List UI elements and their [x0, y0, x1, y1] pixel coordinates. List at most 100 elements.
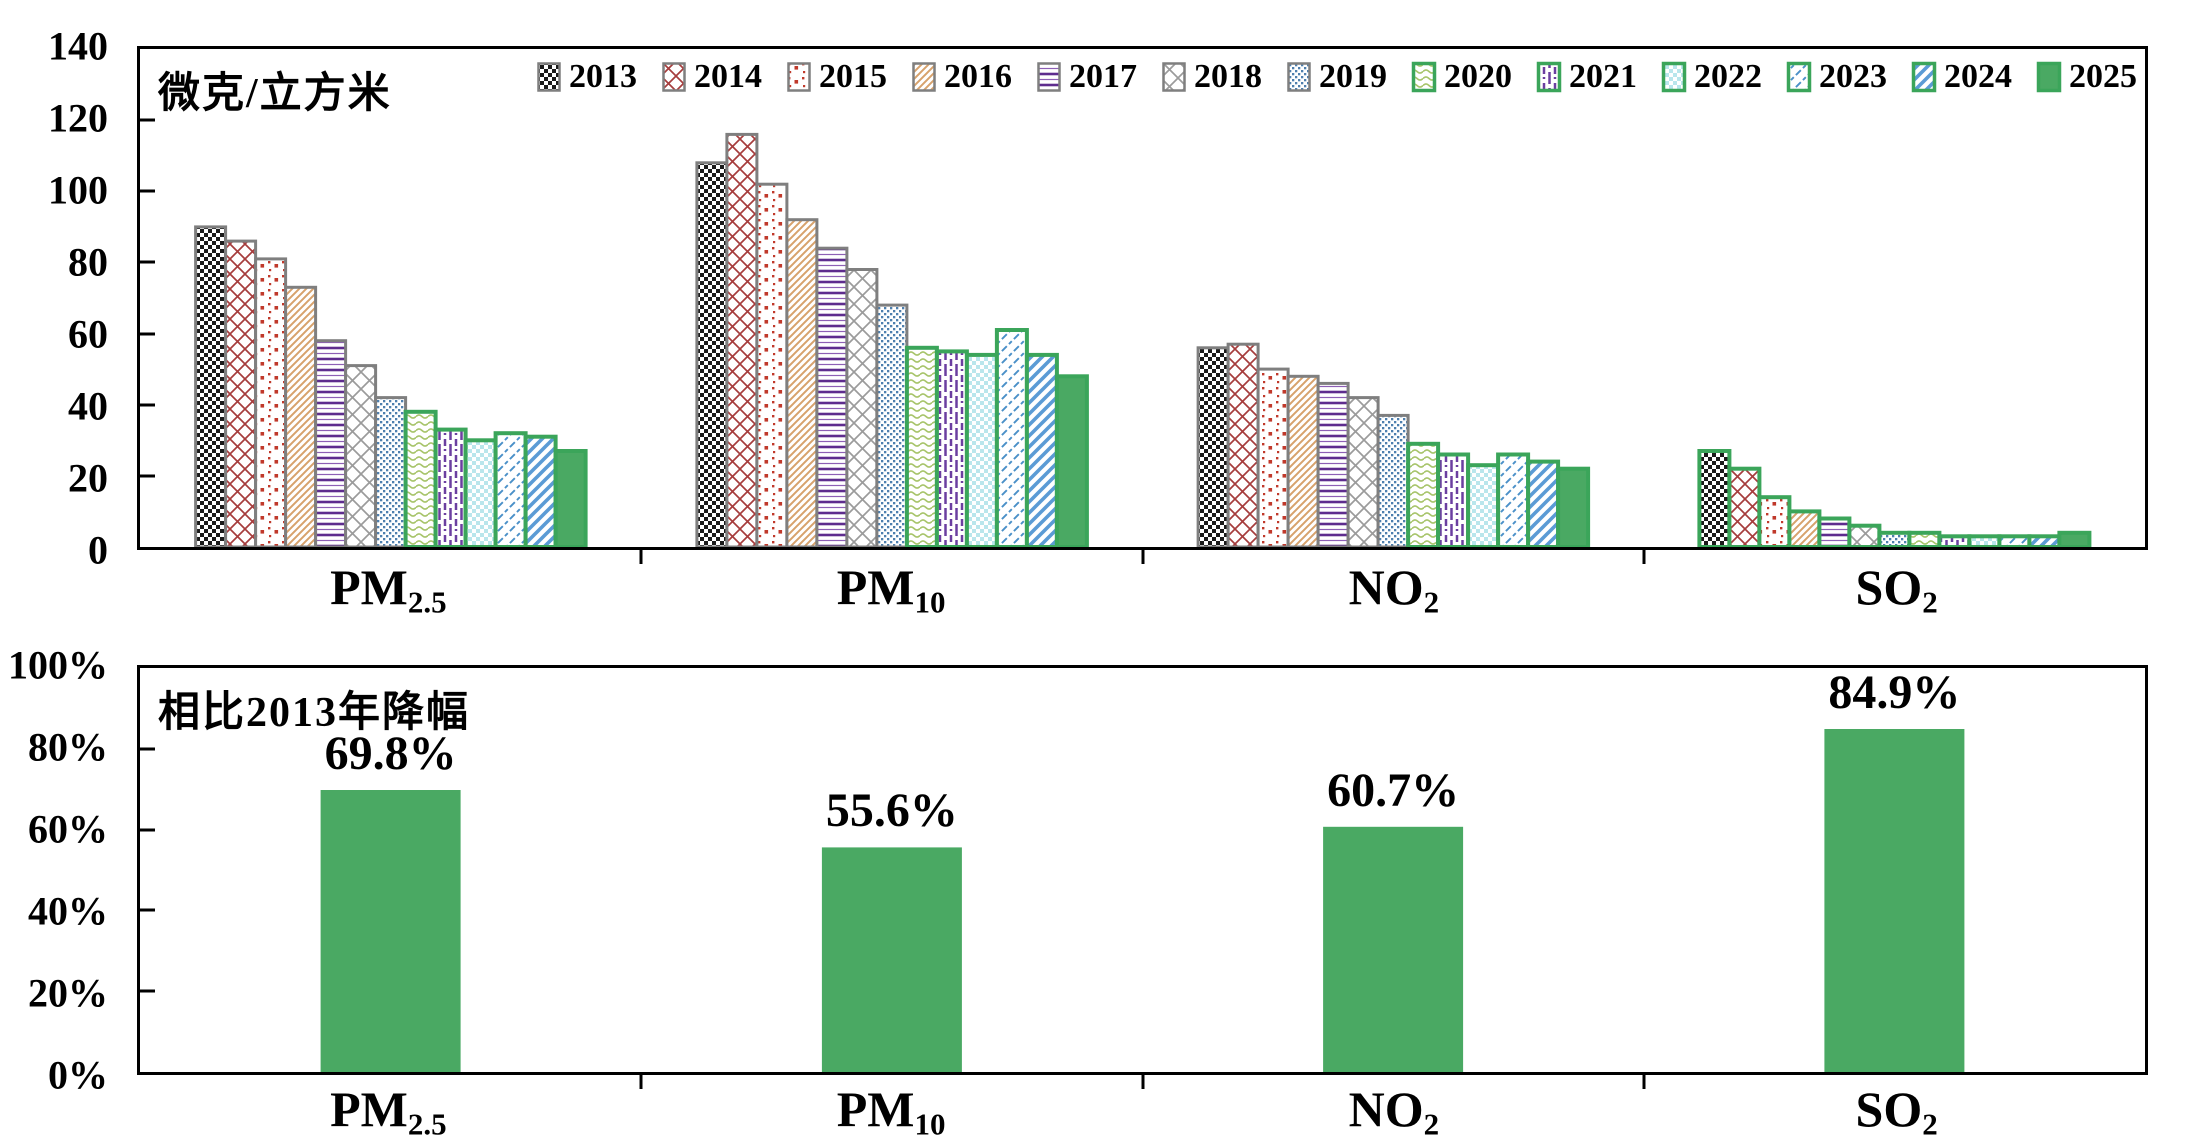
legend-swatch-red-dots	[787, 62, 811, 92]
bar-SO2-2017	[1817, 516, 1852, 547]
bar-SO2-2019	[1877, 530, 1912, 547]
legend-year-label: 2021	[1569, 58, 1637, 95]
bar-SO2-2018	[1847, 523, 1882, 547]
bar-NO2-2017	[1316, 381, 1350, 547]
category-label-PM2.5: PM2.5	[137, 1080, 640, 1142]
bottom-y-axis-labels: 0% 20% 40% 60% 80% 100%	[0, 643, 124, 1098]
bar-PM2.5-2023	[493, 431, 528, 547]
legend-year-label: 2020	[1444, 58, 1512, 95]
category-label-NO2: NO2	[1143, 558, 1646, 621]
unit-label: 微克/立方米	[158, 71, 392, 117]
bar-SO2-2014	[1727, 466, 1762, 547]
legend-swatch-black-checkerboard	[537, 62, 561, 92]
bar-PM2.5-2020	[403, 409, 438, 547]
bar-PM10-2013	[695, 161, 729, 547]
bar-PM2.5-2016	[284, 285, 318, 547]
bar-PM10-2014	[725, 132, 759, 547]
legend-year-label: 2022	[1694, 58, 1762, 95]
bar-NO2-2024	[1526, 459, 1561, 547]
category-label-SO2: SO2	[1645, 1080, 2148, 1142]
y-tick-mark	[140, 403, 155, 407]
bar-PM2.5-2025	[553, 449, 588, 547]
bottom-x-axis-labels: PM2.5 PM10 NO2 SO2	[137, 1080, 2148, 1142]
bar-PM2.5-2017	[314, 339, 348, 547]
bar-NO2-2013	[1196, 346, 1230, 547]
legend-swatch-solid-green	[2036, 61, 2062, 93]
legend-item-2023: 2023	[1786, 58, 1887, 96]
bar-PM2.5-2021	[433, 427, 468, 547]
legend-item-2025: 2025	[2036, 58, 2137, 96]
legend-item-2013: 2013	[536, 58, 637, 96]
category-subscript: 2	[1423, 1106, 1440, 1142]
legend-swatch-light-cyan-checkerboard	[1661, 61, 1687, 93]
legend-year-label: 2015	[819, 58, 887, 95]
y-tick-label: 0%	[48, 1052, 108, 1098]
bar-PM10-2021	[934, 349, 969, 547]
legend-swatch-yellow-green-waves	[1411, 61, 1437, 93]
legend-year-label: 2023	[1819, 58, 1887, 95]
top-x-axis-labels: PM2.5 PM10 NO2 SO2	[137, 558, 2148, 621]
bar-NO2-2019	[1376, 413, 1410, 547]
legend-swatch-blue-diagonal-dashes	[1786, 61, 1812, 93]
legend-year-label: 2018	[1194, 58, 1262, 95]
bar-PM2.5-2022	[463, 438, 498, 547]
legend-swatch-dark-red-diagonal-lattice	[662, 62, 686, 92]
category-base: NO	[1348, 559, 1424, 615]
category-label-PM2.5: PM2.5	[137, 558, 640, 621]
legend-year-label: 2013	[569, 58, 637, 95]
bar-NO2-2022	[1466, 463, 1501, 547]
bar-NO2-2025	[1556, 466, 1591, 547]
decline-chart-title: 相比2013年降幅	[158, 690, 471, 736]
legend-year-label: 2024	[1944, 58, 2012, 95]
category-subscript: 2	[1922, 584, 1938, 620]
y-tick-label: 100%	[8, 642, 108, 688]
bar-NO2-2023	[1496, 452, 1531, 547]
legend-year-label: 2017	[1069, 58, 1137, 95]
y-tick-mark	[140, 747, 155, 751]
category-base: SO	[1855, 559, 1923, 615]
y-tick-mark	[140, 989, 155, 993]
category-subscript: 2.5	[407, 584, 447, 620]
group-boundary-tick	[1141, 1075, 1144, 1089]
bar-PM2.5-2018	[344, 364, 378, 547]
legend-year-label: 2014	[694, 58, 762, 95]
legend: 2013 2014 2015 2016 2017 2018 2019 2020 2021 2022…	[536, 58, 2137, 96]
category-subscript: 2	[1423, 584, 1440, 620]
group-boundary-tick	[639, 1075, 643, 1089]
top-y-axis-labels: 0 20 40 60 80 100 120 140	[0, 24, 124, 573]
legend-year-label: 2025	[2069, 58, 2137, 95]
y-tick-mark	[140, 828, 155, 832]
legend-item-2021: 2021	[1536, 58, 1637, 96]
bar-PM10-2020	[904, 345, 939, 547]
bar-SO2-2021	[1937, 534, 1972, 547]
category-subscript: 2	[1922, 1106, 1938, 1142]
category-base: PM	[836, 1081, 915, 1137]
y-tick-label: 80	[68, 239, 108, 285]
decline-value-label: 60.7%	[1327, 763, 1460, 817]
category-base: SO	[1855, 1081, 1923, 1137]
bar-SO2-2015	[1757, 495, 1792, 547]
bar-NO2-2016	[1286, 374, 1320, 547]
group-boundary-tick	[639, 550, 643, 564]
bar-PM10-2022	[964, 352, 999, 547]
category-label-PM10: PM10	[640, 1080, 1143, 1142]
legend-swatch-gray-diagonal-lattice	[1162, 62, 1186, 92]
bar-SO2-2023	[1997, 534, 2032, 547]
y-tick-mark	[140, 474, 155, 478]
bar-SO2-2024	[2027, 534, 2062, 547]
y-tick-label: 120	[48, 95, 108, 141]
group-boundary-tick	[1642, 550, 1646, 564]
y-tick-label: 20	[68, 455, 108, 501]
y-tick-label: 20%	[28, 970, 108, 1016]
legend-item-2014: 2014	[661, 58, 762, 96]
y-tick-mark	[140, 189, 155, 193]
legend-swatch-blue-diagonal-stripes	[1911, 61, 1937, 93]
bar-PM10-2019	[875, 303, 909, 547]
bar-NO2-2021	[1436, 452, 1471, 547]
legend-item-2019: 2019	[1286, 58, 1387, 96]
legend-swatch-purple-horizontal-lines	[1037, 62, 1061, 92]
y-tick-mark	[140, 332, 155, 336]
y-tick-mark	[140, 260, 155, 264]
y-tick-label: 60	[68, 311, 108, 357]
